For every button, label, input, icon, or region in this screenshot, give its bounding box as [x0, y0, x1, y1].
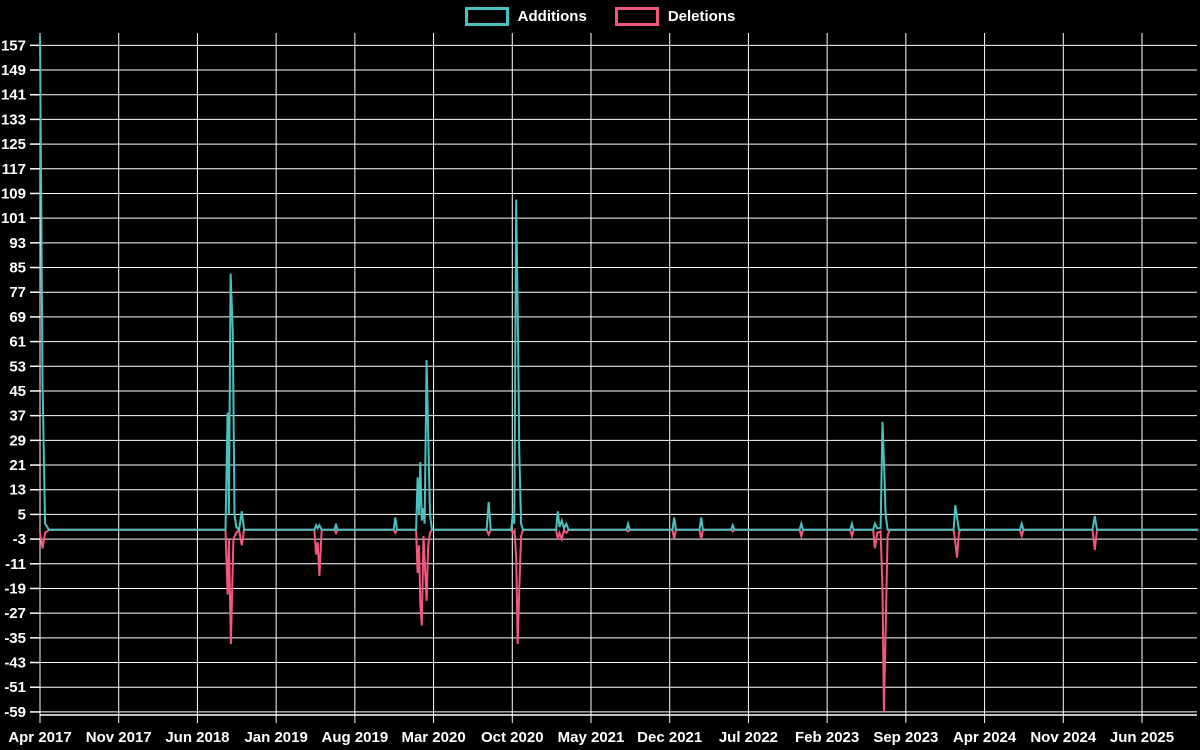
y-axis-label: 13: [9, 482, 26, 499]
y-axis-label: 109: [1, 185, 26, 202]
y-axis-label: -51: [4, 679, 26, 696]
chart-legend: Additions Deletions: [0, 7, 1200, 26]
additions-series-line: [39, 36, 1199, 532]
x-axis-label: Jan 2019: [244, 729, 307, 746]
y-axis-label: 133: [1, 111, 26, 128]
y-axis-label: 69: [9, 309, 26, 326]
x-axis-label: May 2021: [558, 729, 625, 746]
y-axis-label: 37: [9, 408, 26, 425]
y-axis-label: 93: [9, 235, 26, 252]
x-axis-label: Sep 2023: [873, 729, 938, 746]
y-axis-label: -3: [13, 531, 26, 548]
y-axis-label: 141: [1, 87, 26, 104]
y-axis-label: 125: [1, 136, 26, 153]
y-axis-label: 85: [9, 260, 26, 277]
y-axis-label: -59: [4, 704, 26, 721]
y-axis-label: -35: [4, 630, 26, 647]
y-axis-label: 45: [9, 383, 26, 400]
legend-item-additions[interactable]: Additions: [464, 7, 587, 26]
y-axis-label: 53: [9, 358, 26, 375]
x-axis-label: Feb 2023: [795, 729, 859, 746]
deletions-swatch-icon: [614, 7, 659, 26]
y-axis-label: 101: [1, 210, 26, 227]
y-axis-label: 157: [1, 37, 26, 54]
y-axis-label: 61: [9, 334, 26, 351]
x-axis-label: Nov 2017: [86, 729, 152, 746]
x-axis-label: Dec 2021: [637, 729, 702, 746]
deletions-series-line: [39, 527, 1199, 712]
x-axis-label: Mar 2020: [401, 729, 465, 746]
y-axis-label: -43: [4, 655, 26, 672]
y-axis-label: -19: [4, 580, 26, 597]
x-axis-label: Apr 2024: [953, 729, 1017, 746]
y-axis-label: -27: [4, 605, 26, 622]
legend-label-deletions: Deletions: [667, 8, 736, 25]
x-axis-label: Jul 2022: [719, 729, 778, 746]
x-axis-label: Jun 2025: [1110, 729, 1174, 746]
x-axis-label: Oct 2020: [481, 729, 544, 746]
y-axis-label: 5: [18, 506, 26, 523]
additions-swatch-icon: [464, 7, 509, 26]
y-axis-label: 117: [2, 161, 26, 178]
y-axis-label: 149: [1, 62, 26, 79]
y-axis-label: 77: [9, 284, 26, 301]
x-axis-label: Aug 2019: [322, 729, 389, 746]
y-axis-label: 29: [9, 432, 26, 449]
x-axis-label: Apr 2017: [8, 729, 71, 746]
y-axis-label: -11: [5, 556, 26, 573]
legend-item-deletions[interactable]: Deletions: [614, 7, 736, 26]
y-axis-label: 21: [9, 457, 26, 474]
legend-label-additions: Additions: [517, 8, 587, 25]
x-axis-label: Jun 2018: [165, 729, 229, 746]
x-axis-label: Nov 2024: [1030, 729, 1097, 746]
